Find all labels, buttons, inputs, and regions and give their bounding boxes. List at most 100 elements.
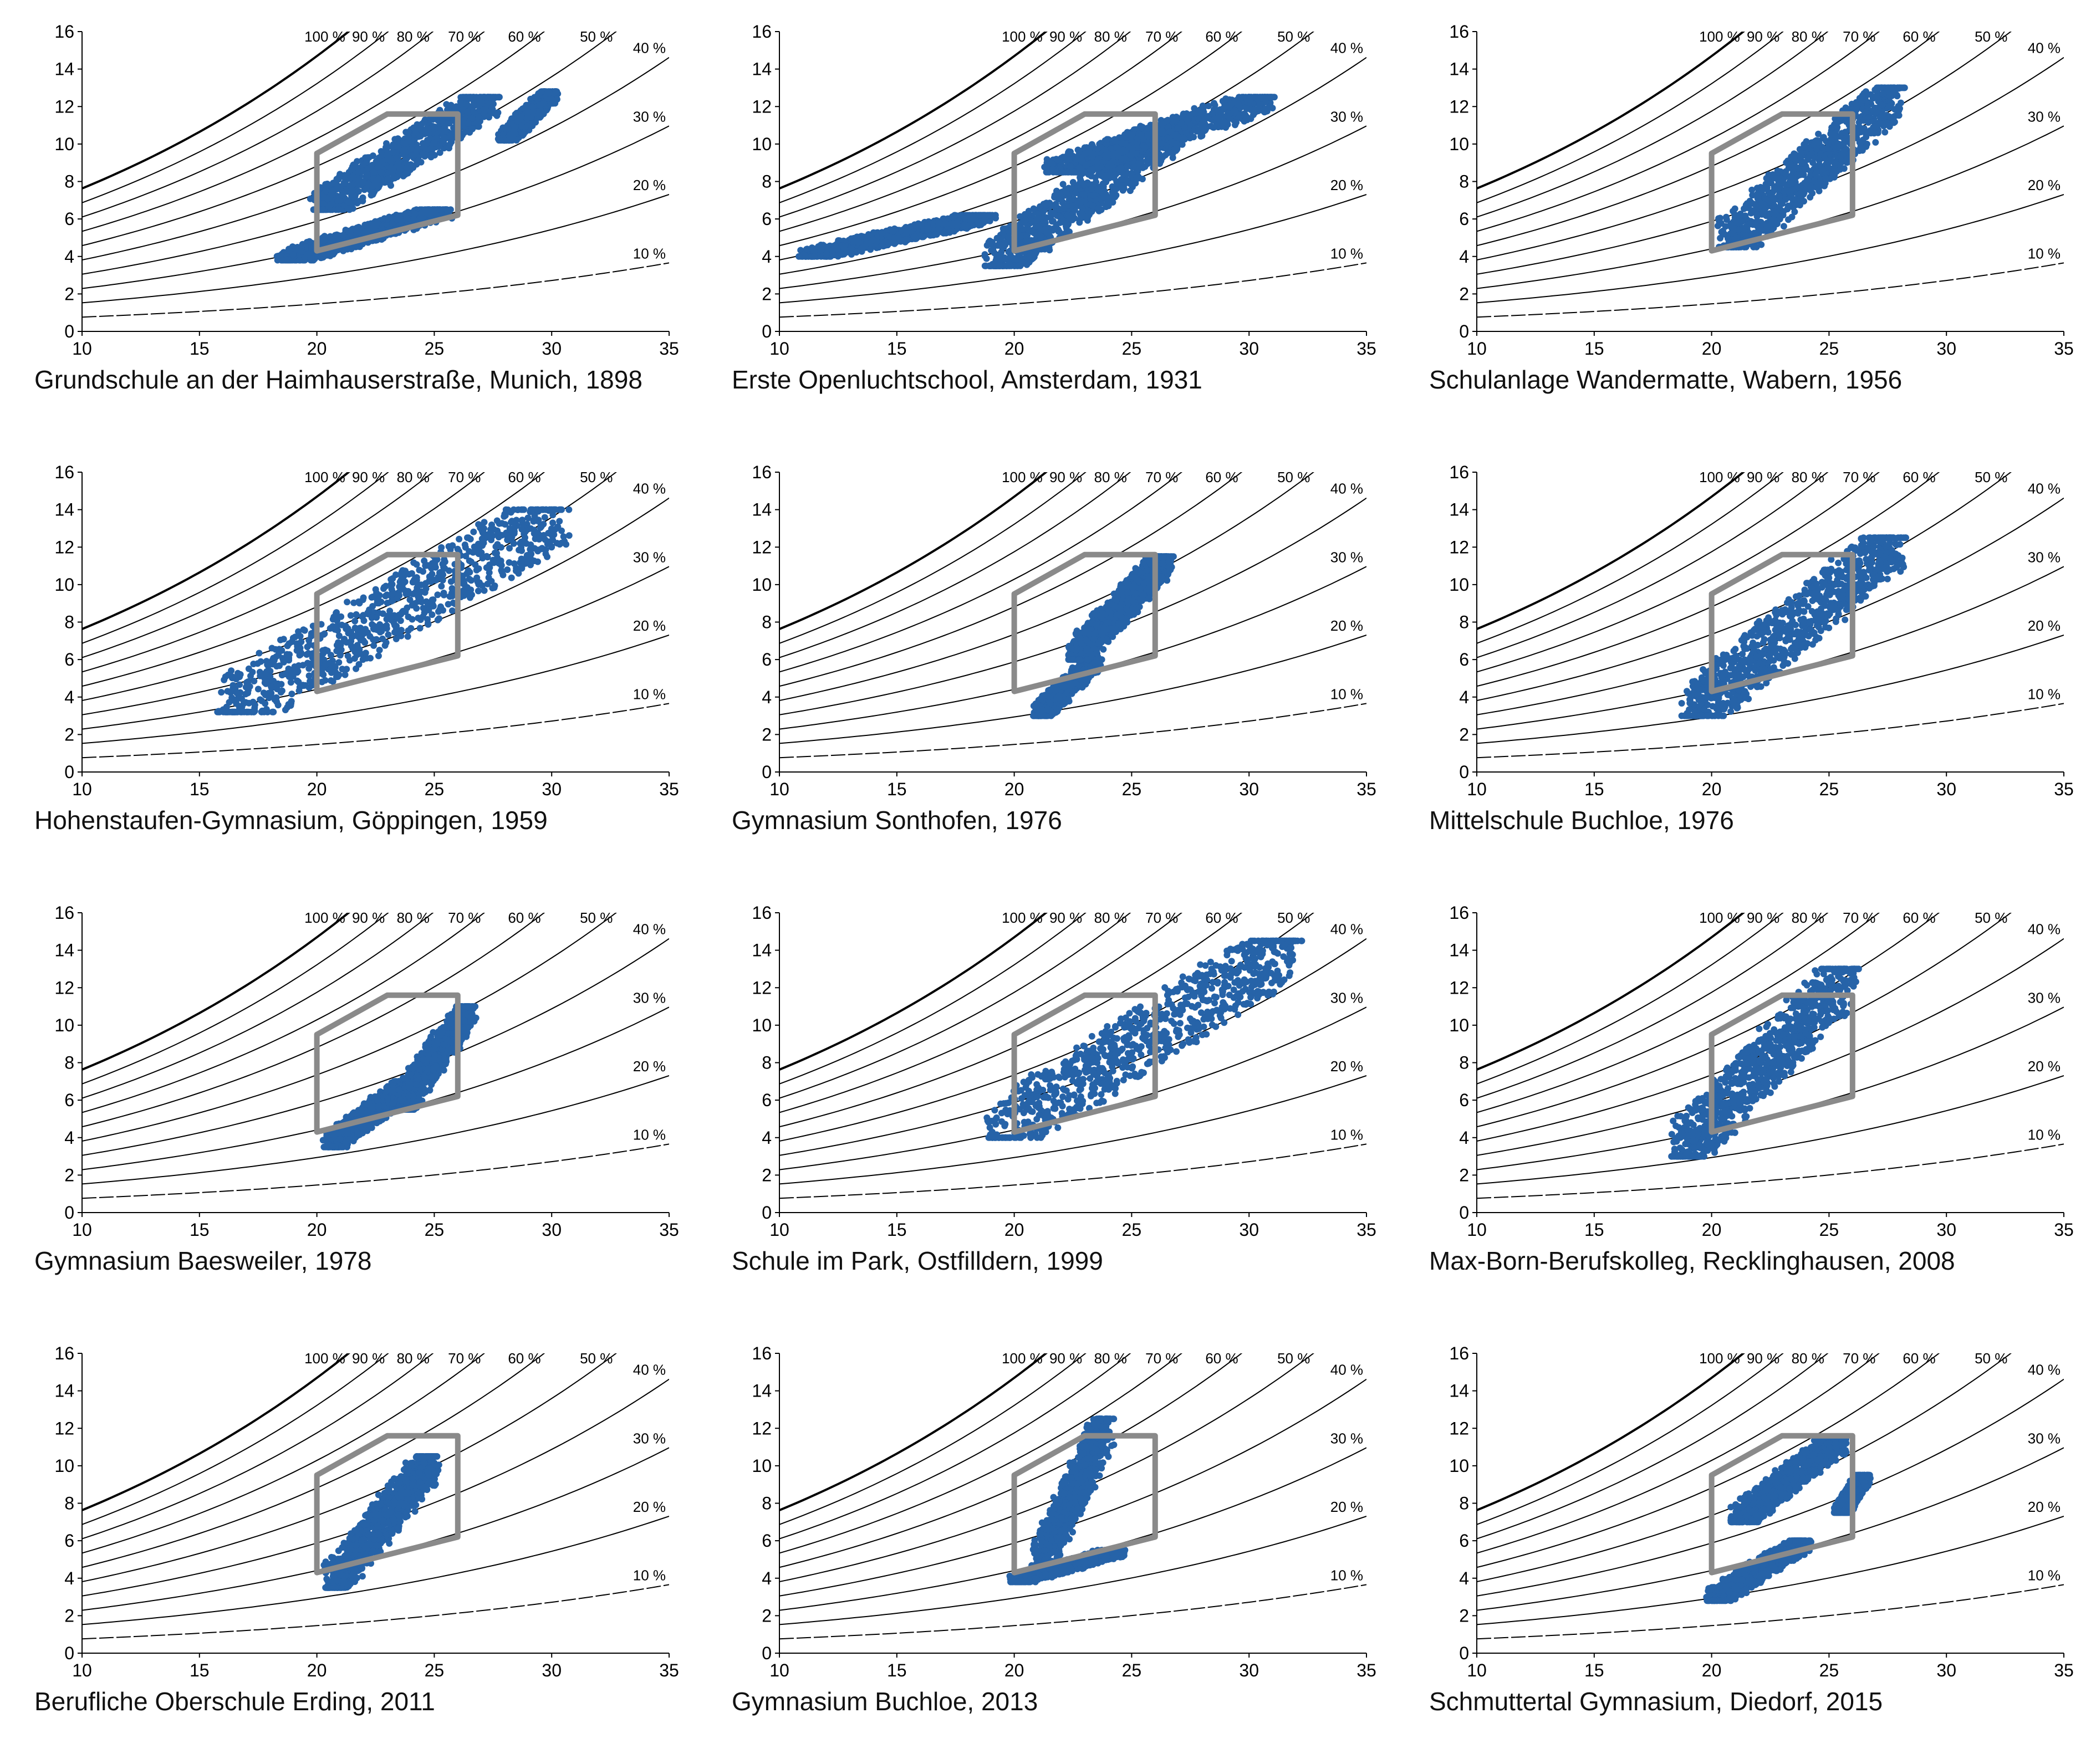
scatter-point [1190, 134, 1197, 141]
scatter-point [391, 144, 398, 151]
humidity-curve [82, 32, 434, 218]
x-tick-label: 30 [542, 339, 562, 359]
scatter-point [327, 201, 334, 208]
scatter-point [396, 166, 404, 173]
scatter-point [1235, 101, 1242, 108]
scatter-point [404, 163, 411, 171]
humidity-label: 70 % [448, 28, 481, 45]
scatter-point [490, 100, 497, 108]
scatter-point [494, 94, 501, 101]
scatter-point [1065, 185, 1072, 192]
scatter-point [425, 130, 432, 137]
humidity-label: 40 % [1330, 40, 1363, 57]
y-tick-label: 6 [64, 209, 74, 229]
y-tick-label: 4 [64, 247, 74, 267]
y-tick-label: 16 [54, 22, 74, 42]
scatter-point [365, 154, 373, 161]
humidity-label: 70 % [1145, 28, 1178, 45]
humidity-curve [779, 32, 1087, 203]
scatter-point [470, 108, 477, 115]
scatter-point [327, 251, 334, 258]
scatter-point [467, 94, 474, 101]
humidity-label: 90 % [352, 28, 385, 45]
scatter-point [481, 110, 488, 117]
scatter-point [365, 181, 373, 188]
scatter-point [372, 227, 379, 234]
scatter-point [334, 183, 341, 191]
scatter-point [438, 117, 446, 124]
scatter-point [1203, 115, 1211, 121]
scatter-point [322, 187, 329, 194]
scatter-point [1065, 168, 1072, 176]
scatter-point [349, 187, 356, 194]
scatter-point [297, 248, 304, 255]
scatter-point [364, 172, 371, 179]
scatter-point [1090, 192, 1097, 199]
scatter-point [1104, 136, 1111, 143]
scatter-point [1076, 219, 1083, 226]
scatter-point [1228, 100, 1235, 108]
scatter-point [324, 180, 331, 187]
chart-caption: Grundschule an der Haimhauserstraße, Mun… [34, 365, 642, 394]
scatter-point [1121, 155, 1128, 162]
scatter-point [545, 90, 553, 97]
scatter-point [1109, 158, 1116, 165]
humidity-label: 100 % [1002, 28, 1043, 45]
scatter-point [361, 221, 369, 228]
scatter-point [393, 216, 400, 223]
scatter-point [465, 120, 472, 127]
scatter-point [996, 254, 1003, 262]
scatter-point [1268, 94, 1274, 101]
scatter-point [1006, 260, 1013, 268]
scatter-point [1200, 127, 1207, 135]
scatter-point [446, 145, 452, 152]
scatter-point [1145, 156, 1152, 163]
scatter-point [1094, 145, 1101, 152]
scatter-point [471, 101, 478, 108]
scatter-point [540, 100, 547, 107]
scatter-point [429, 116, 436, 123]
scatter-point [437, 206, 445, 213]
scatter-point [1088, 208, 1095, 215]
scatter-point [410, 216, 417, 223]
scatter-point [981, 253, 988, 259]
humidity-curve [779, 32, 1131, 218]
scatter-point [1135, 160, 1143, 167]
scatter-point [387, 165, 394, 171]
scatter-point [355, 188, 362, 195]
scatter-point [361, 229, 368, 236]
scatter-point [394, 135, 401, 142]
scatter-point [417, 132, 424, 140]
scatter-point [1119, 134, 1126, 141]
scatter-point [384, 175, 391, 182]
scatter-point [1051, 193, 1058, 201]
humidity-curve [82, 32, 350, 190]
scatter-point [469, 125, 476, 132]
scatter-point [1064, 212, 1071, 219]
scatter-point [535, 111, 542, 118]
scatter-point [1194, 127, 1200, 135]
scatter-point [518, 122, 526, 130]
y-tick-label: 8 [64, 172, 74, 192]
scatter-point [1025, 207, 1032, 214]
scatter-point [982, 262, 990, 269]
scatter-point [552, 88, 559, 95]
scatter-point [1098, 172, 1105, 179]
scatter-point [336, 197, 343, 204]
humidity-label: 50 % [580, 28, 613, 45]
scatter-point [1060, 204, 1067, 212]
scatter-point [524, 108, 531, 115]
scatter-point [402, 170, 410, 177]
scatter-point [1023, 232, 1031, 239]
scatter-point [418, 209, 425, 216]
scatter-point [514, 117, 522, 125]
scatter-point [429, 123, 436, 130]
scatter-point [1053, 168, 1060, 176]
scatter-point [1072, 190, 1079, 197]
scatter-point [447, 132, 455, 140]
scatter-point [509, 132, 516, 139]
scatter-point [1069, 178, 1077, 186]
scatter-point [448, 139, 455, 146]
y-tick-label: 0 [64, 321, 74, 341]
scatter-point [408, 152, 415, 160]
